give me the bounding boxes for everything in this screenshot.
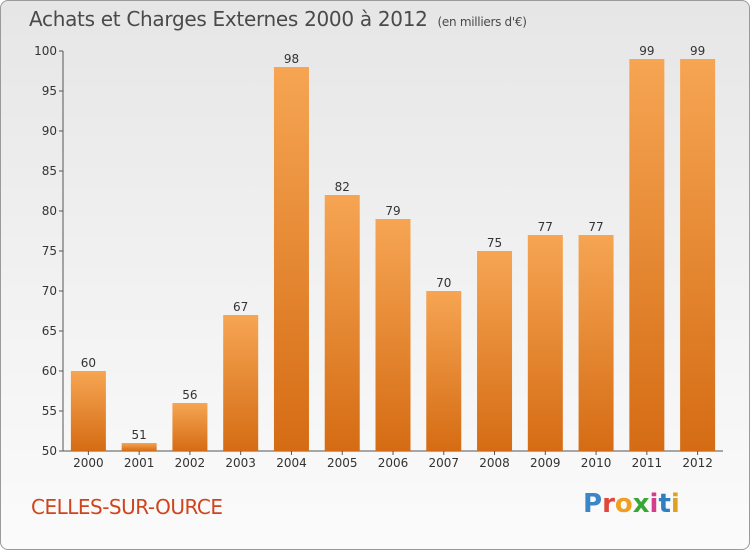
- x-tick-label-2003: 2003: [225, 456, 256, 470]
- chart-title-text: Achats et Charges Externes 2000 à 2012: [29, 7, 428, 31]
- x-tick-label-2005: 2005: [327, 456, 358, 470]
- x-tick-label-2012: 2012: [682, 456, 713, 470]
- bar-2004: [273, 67, 309, 451]
- bar-2003: [223, 315, 259, 451]
- data-label-2002: 56: [182, 388, 197, 402]
- data-label-2007: 70: [436, 276, 451, 290]
- logo-letter: P: [583, 489, 603, 519]
- y-tick-label: 85: [42, 164, 57, 178]
- chart-title: Achats et Charges Externes 2000 à 2012 (e…: [29, 7, 527, 31]
- data-label-2006: 79: [385, 204, 400, 218]
- bars: [70, 59, 716, 451]
- y-tick-label: 70: [42, 284, 57, 298]
- chart-unit-note: (en milliers d'€): [437, 15, 527, 29]
- y-tick-label: 50: [42, 444, 57, 458]
- bar-2012: [680, 59, 716, 451]
- x-tick-label-2000: 2000: [73, 456, 104, 470]
- logo-letter: x: [632, 489, 650, 519]
- bar-2008: [477, 251, 513, 451]
- x-tick-label-2011: 2011: [632, 456, 663, 470]
- x-tick-label-2001: 2001: [124, 456, 155, 470]
- y-tick-label: 60: [42, 364, 57, 378]
- data-label-2008: 75: [487, 236, 502, 250]
- y-tick-label: 75: [42, 244, 57, 258]
- data-label-2001: 51: [132, 428, 147, 442]
- bar-2010: [578, 235, 614, 451]
- data-labels: 60 51 56 67 98 82 79 70 75 77 77 99 99: [81, 44, 706, 442]
- y-tick-label: 65: [42, 324, 57, 338]
- data-label-2012: 99: [690, 44, 705, 58]
- logo-letter: o: [614, 489, 633, 519]
- location-name: CELLES-SUR-OURCE: [31, 495, 223, 519]
- bar-2007: [426, 291, 462, 451]
- data-label-2004: 98: [284, 52, 299, 66]
- logo-letter: r: [602, 489, 615, 519]
- x-tick-label-2007: 2007: [428, 456, 459, 470]
- bar-2011: [629, 59, 665, 451]
- data-label-2003: 67: [233, 300, 248, 314]
- bar-2000: [70, 371, 106, 451]
- x-tick-label-2010: 2010: [581, 456, 612, 470]
- y-tick-labels: 50 55 60 65 70 75 80 85 90 95 100: [34, 44, 63, 458]
- y-tick-label: 90: [42, 124, 57, 138]
- x-tick-label-2002: 2002: [175, 456, 206, 470]
- data-label-2000: 60: [81, 356, 96, 370]
- x-tick-label-2004: 2004: [276, 456, 307, 470]
- logo-letter: i: [649, 489, 659, 519]
- data-label-2009: 77: [538, 220, 553, 234]
- data-label-2011: 99: [639, 44, 654, 58]
- data-label-2010: 77: [588, 220, 603, 234]
- x-tick-label-2008: 2008: [479, 456, 510, 470]
- y-tick-label: 80: [42, 204, 57, 218]
- bar-2002: [172, 403, 208, 451]
- proxiti-logo: Proxiti: [583, 489, 680, 519]
- logo-letter: t: [658, 489, 671, 519]
- bar-2001: [121, 443, 157, 451]
- x-tick-label-2009: 2009: [530, 456, 561, 470]
- y-tick-label: 100: [34, 44, 57, 58]
- logo-letter: i: [670, 489, 680, 519]
- y-tick-label: 55: [42, 404, 57, 418]
- y-tick-label: 95: [42, 84, 57, 98]
- x-tick-label-2006: 2006: [378, 456, 409, 470]
- data-label-2005: 82: [335, 180, 350, 194]
- bar-2005: [324, 195, 360, 451]
- bar-2006: [375, 219, 411, 451]
- bar-2009: [527, 235, 563, 451]
- x-tick-labels: 2000 2001 2002 2003 2004 2005 2006 2007 2008 2009…: [73, 451, 713, 470]
